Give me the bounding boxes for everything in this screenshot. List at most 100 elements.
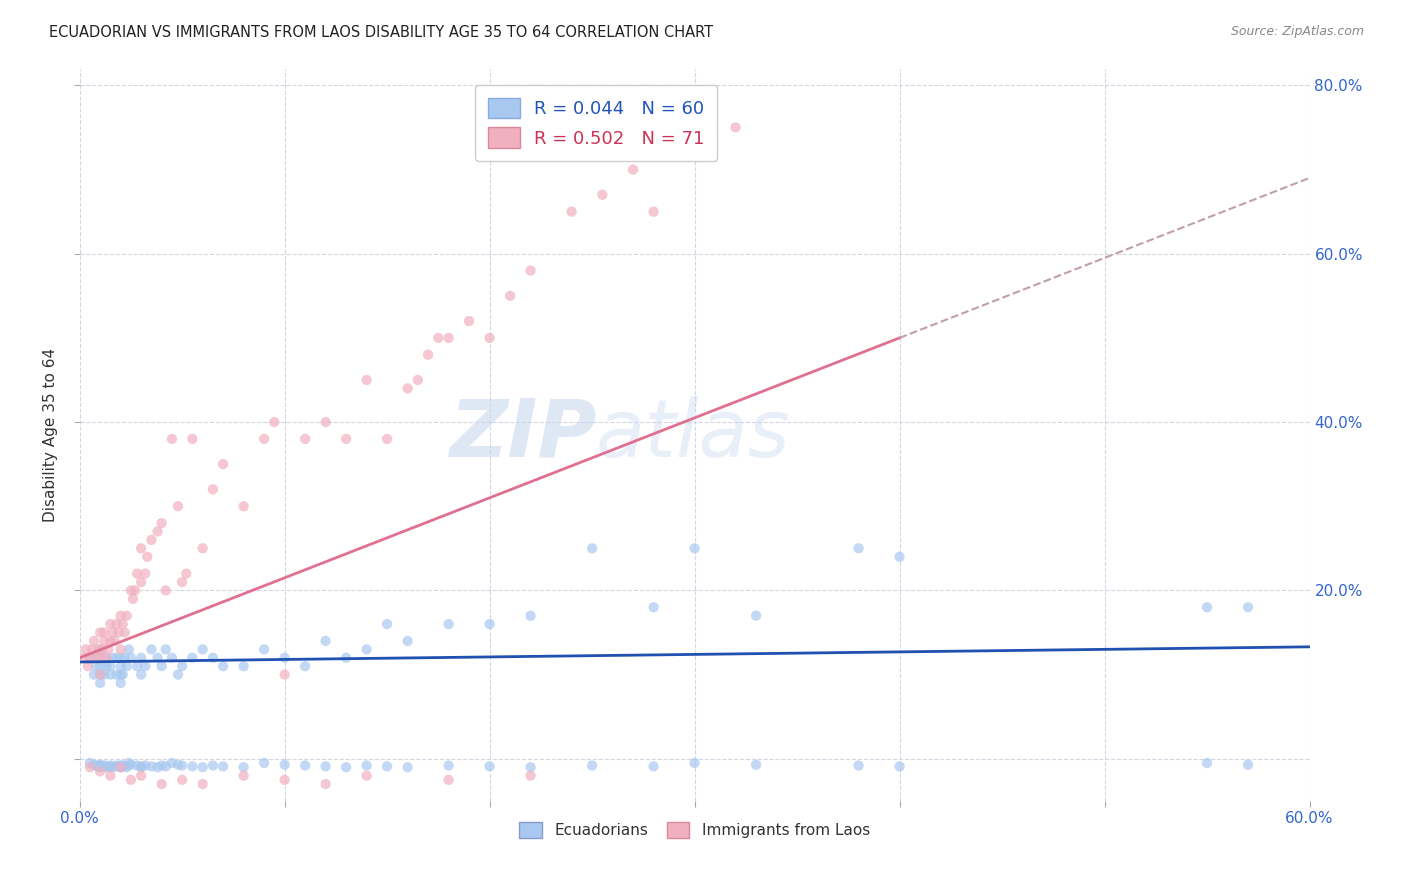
Point <box>105 667 128 681</box>
Point <box>129 769 152 783</box>
Point <box>111 617 134 632</box>
Point <box>141 759 163 773</box>
Point <box>356 769 378 783</box>
Point <box>129 760 152 774</box>
Point <box>73 650 96 665</box>
Point <box>87 759 110 773</box>
Point <box>105 650 128 665</box>
Point <box>110 650 132 665</box>
Point <box>87 650 110 665</box>
Point <box>253 432 276 446</box>
Point <box>150 516 173 530</box>
Point <box>110 759 132 773</box>
Point <box>79 756 101 770</box>
Point <box>110 667 132 681</box>
Point <box>591 187 613 202</box>
Point <box>129 667 152 681</box>
Point <box>172 574 194 589</box>
Point <box>120 650 142 665</box>
Point <box>75 642 97 657</box>
Point <box>110 760 132 774</box>
Point <box>232 769 254 783</box>
Point <box>172 758 194 772</box>
Point <box>437 331 460 345</box>
Point <box>124 583 146 598</box>
Point <box>89 642 111 657</box>
Point <box>1237 757 1260 772</box>
Point <box>499 289 522 303</box>
Point <box>356 758 378 772</box>
Point <box>141 642 163 657</box>
Point <box>519 263 541 277</box>
Point <box>160 432 183 446</box>
Y-axis label: Disability Age 35 to 64: Disability Age 35 to 64 <box>44 348 58 522</box>
Point <box>89 757 111 772</box>
Point <box>110 758 132 772</box>
Point <box>335 432 357 446</box>
Point <box>478 331 501 345</box>
Point <box>101 650 124 665</box>
Point <box>111 667 134 681</box>
Point <box>561 204 583 219</box>
Point <box>89 667 111 681</box>
Point <box>110 676 132 690</box>
Text: Source: ZipAtlas.com: Source: ZipAtlas.com <box>1230 25 1364 38</box>
Point <box>191 777 214 791</box>
Point <box>212 457 235 471</box>
Point <box>89 760 111 774</box>
Point <box>201 650 224 665</box>
Point <box>683 541 706 556</box>
Point <box>375 759 398 773</box>
Point <box>427 331 450 345</box>
Point <box>83 634 105 648</box>
Point <box>115 760 138 774</box>
Point <box>745 608 768 623</box>
Point <box>375 432 398 446</box>
Point <box>93 667 115 681</box>
Point <box>122 591 145 606</box>
Point <box>134 659 156 673</box>
Point <box>167 667 190 681</box>
Point <box>150 659 173 673</box>
Point <box>79 760 101 774</box>
Point <box>406 373 429 387</box>
Point <box>118 642 141 657</box>
Point <box>263 415 285 429</box>
Point <box>129 574 152 589</box>
Point <box>100 617 122 632</box>
Point <box>416 348 439 362</box>
Point <box>141 533 163 547</box>
Point <box>89 759 111 773</box>
Point <box>335 650 357 665</box>
Point <box>155 642 177 657</box>
Point <box>89 676 111 690</box>
Point <box>212 759 235 773</box>
Point <box>146 650 169 665</box>
Point <box>89 659 111 673</box>
Point <box>89 758 111 772</box>
Point <box>191 541 214 556</box>
Point <box>1195 756 1218 770</box>
Point <box>437 617 460 632</box>
Point <box>115 659 138 673</box>
Point <box>155 759 177 773</box>
Point <box>150 777 173 791</box>
Point <box>294 758 316 772</box>
Point <box>396 634 419 648</box>
Point <box>96 759 118 773</box>
Point <box>96 760 118 774</box>
Point <box>253 642 276 657</box>
Point <box>356 373 378 387</box>
Point <box>581 541 603 556</box>
Point <box>125 659 148 673</box>
Point <box>105 759 128 773</box>
Point <box>889 549 911 564</box>
Point <box>437 772 460 787</box>
Point <box>129 541 152 556</box>
Point <box>848 541 870 556</box>
Point <box>181 759 204 773</box>
Point <box>191 760 214 774</box>
Point <box>167 500 190 514</box>
Point <box>273 772 295 787</box>
Point <box>643 759 665 773</box>
